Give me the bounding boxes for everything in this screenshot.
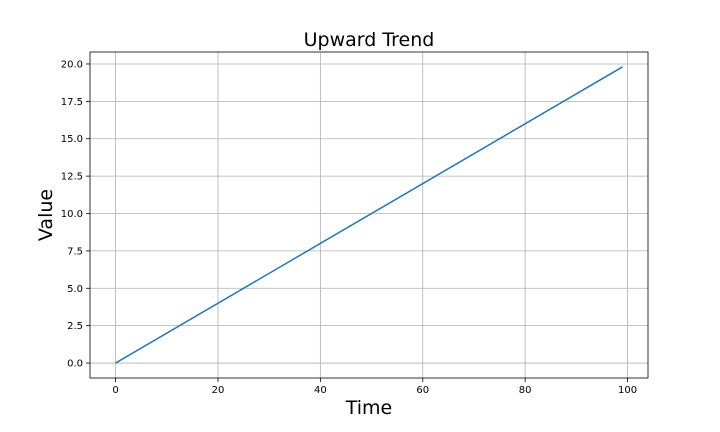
x-tick-label: 20 xyxy=(212,385,225,396)
y-tick-label: 15.0 xyxy=(61,134,83,145)
x-tick-label: 80 xyxy=(519,385,532,396)
y-tick-label: 2.5 xyxy=(67,321,83,332)
series-line xyxy=(115,66,623,364)
series-layer xyxy=(115,66,623,364)
y-axis-label: Value xyxy=(35,189,57,241)
x-tick-label: 60 xyxy=(416,385,429,396)
x-tick-label: 0 xyxy=(112,385,118,396)
y-tick-label: 17.5 xyxy=(61,97,83,108)
x-tick-label: 40 xyxy=(314,385,327,396)
plot-frame xyxy=(89,51,649,379)
y-tick-label: 20.0 xyxy=(61,59,83,70)
y-tick-label: 7.5 xyxy=(67,246,83,257)
grid xyxy=(90,52,648,378)
y-tick-label: 10.0 xyxy=(61,209,83,220)
y-tick-label: 0.0 xyxy=(67,359,83,370)
x-axis-label: Time xyxy=(345,397,393,419)
chart-title: Upward Trend xyxy=(304,29,435,51)
x-tick-label: 100 xyxy=(618,385,637,396)
y-tick-label: 12.5 xyxy=(61,172,83,183)
ticks: 0 20 40 60 80 100 0.0 2.5 5.0 7.5 10.0 12.5 15.0 17.5… xyxy=(61,59,637,396)
y-tick-label: 5.0 xyxy=(67,284,83,295)
